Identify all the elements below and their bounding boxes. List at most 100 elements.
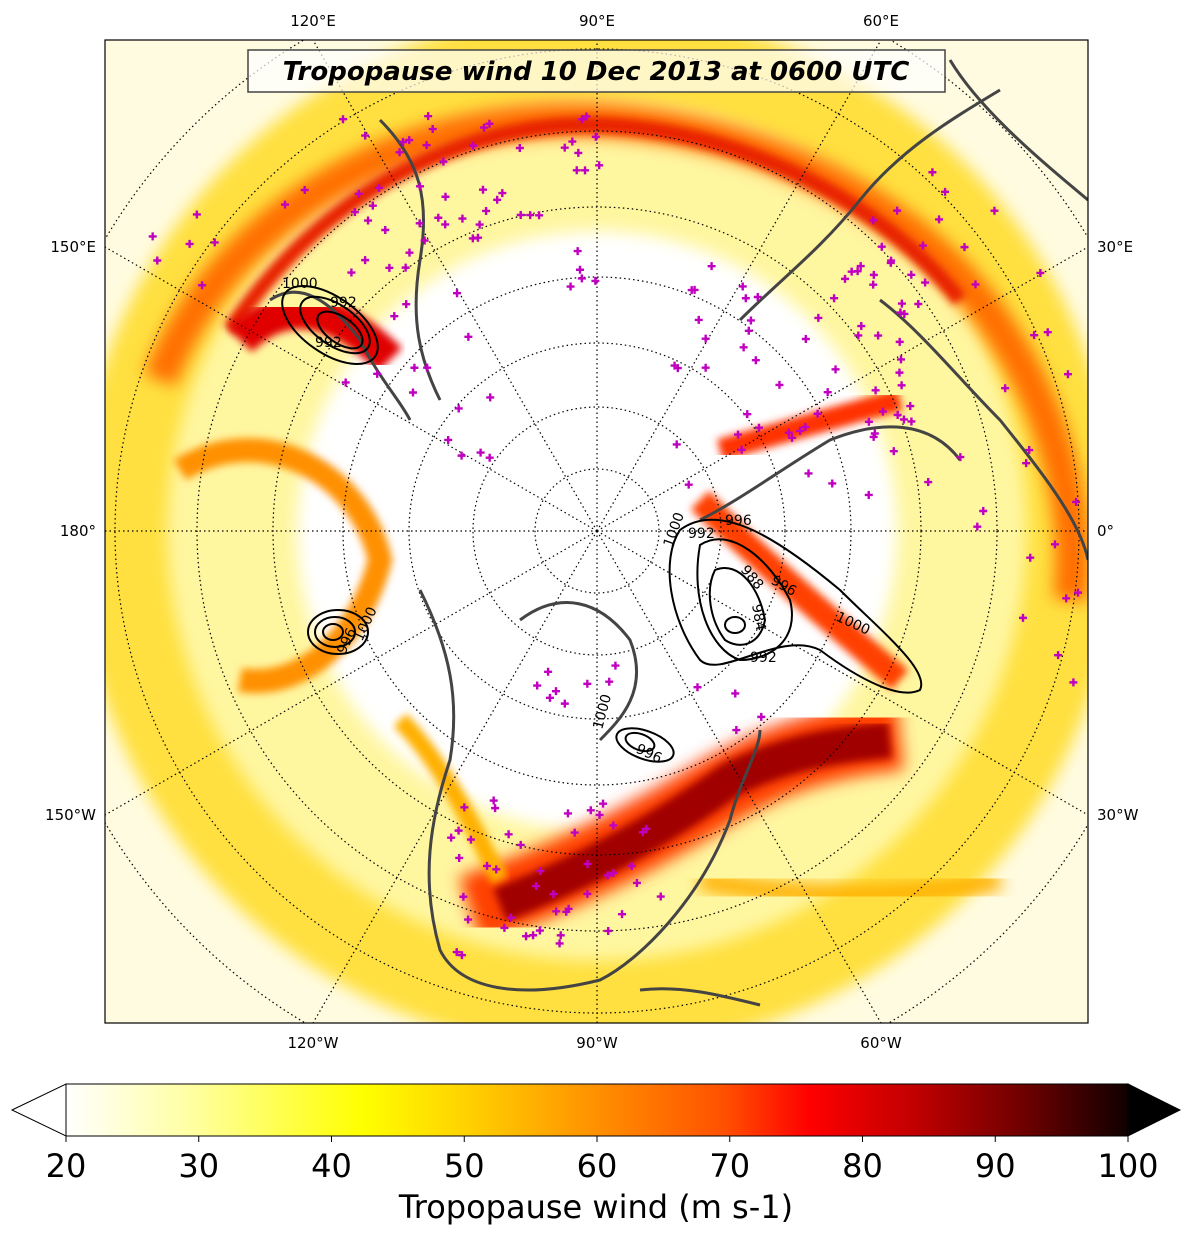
- station-marker: [455, 853, 464, 862]
- colorbar-tick-label: 60: [577, 1147, 618, 1185]
- contour-label: 992: [315, 335, 342, 351]
- station-marker: [535, 926, 544, 935]
- colorbar-tick-label: 70: [709, 1147, 750, 1185]
- station-marker: [746, 316, 755, 325]
- station-marker: [753, 293, 762, 302]
- station-marker: [603, 871, 612, 880]
- station-marker: [1036, 268, 1045, 277]
- station-marker: [694, 315, 703, 324]
- station-marker: [529, 931, 538, 940]
- station-marker: [656, 892, 665, 901]
- station-marker: [535, 211, 544, 220]
- station-marker: [516, 210, 525, 219]
- station-marker: [751, 356, 760, 365]
- station-marker: [583, 679, 592, 688]
- station-marker: [560, 699, 569, 708]
- station-marker: [493, 195, 502, 204]
- station-marker: [350, 208, 359, 217]
- station-marker: [897, 381, 906, 390]
- station-marker: [544, 667, 553, 676]
- station-marker: [990, 206, 999, 215]
- colorbar-gradient: [66, 1084, 1128, 1136]
- station-marker: [424, 112, 433, 121]
- station-marker: [581, 166, 590, 175]
- lon-label-top: 120°E: [290, 12, 336, 30]
- station-marker: [405, 248, 414, 257]
- station-marker: [632, 878, 641, 887]
- station-marker: [687, 286, 696, 295]
- station-marker: [415, 182, 424, 191]
- map-frame: [104, 39, 1089, 1024]
- station-marker: [458, 214, 467, 223]
- station-marker: [420, 236, 429, 245]
- station-marker: [1069, 678, 1078, 687]
- station-marker: [562, 907, 571, 916]
- title-box: Tropopause wind 10 Dec 2013 at 0600 UTC: [247, 49, 946, 93]
- station-marker: [1018, 613, 1027, 622]
- colorbar-tick-label: 20: [46, 1147, 87, 1185]
- station-marker: [453, 289, 462, 298]
- colorbar-extend-min: [10, 1083, 67, 1137]
- station-marker: [1054, 651, 1063, 660]
- station-marker: [423, 363, 432, 372]
- station-marker: [591, 276, 600, 285]
- station-marker: [486, 393, 495, 402]
- station-marker: [935, 215, 944, 224]
- station-marker: [500, 923, 509, 932]
- station-marker: [533, 681, 542, 690]
- station-marker: [973, 522, 982, 531]
- station-marker: [739, 343, 748, 352]
- station-marker: [886, 258, 895, 267]
- station-marker: [871, 386, 880, 395]
- station-marker: [402, 300, 411, 309]
- station-marker: [368, 201, 377, 210]
- station-marker: [280, 200, 289, 209]
- station-marker: [560, 143, 569, 152]
- station-marker: [841, 274, 850, 283]
- station-marker: [701, 334, 710, 343]
- lon-label-left: 150°W: [45, 806, 96, 824]
- lon-label-bottom: 60°W: [860, 1034, 902, 1052]
- station-marker: [563, 809, 572, 818]
- station-marker: [1001, 384, 1010, 393]
- station-marker: [385, 263, 394, 272]
- station-marker: [339, 115, 348, 124]
- station-marker: [804, 469, 813, 478]
- station-marker: [854, 331, 863, 340]
- station-marker: [401, 263, 410, 272]
- station-marker: [869, 280, 878, 289]
- station-marker: [796, 426, 805, 435]
- station-marker: [506, 913, 515, 922]
- station-marker: [586, 806, 595, 815]
- station-marker: [469, 141, 478, 150]
- station-marker: [889, 447, 898, 456]
- station-marker: [979, 506, 988, 515]
- station-marker: [468, 234, 477, 243]
- station-marker: [475, 220, 484, 229]
- station-marker: [956, 453, 965, 462]
- station-marker: [457, 951, 466, 960]
- station-marker: [907, 417, 916, 426]
- station-marker: [192, 210, 201, 219]
- station-marker: [928, 168, 937, 177]
- station-marker: [869, 270, 878, 279]
- station-marker: [555, 939, 564, 948]
- station-marker: [568, 137, 577, 146]
- station-marker: [489, 796, 498, 805]
- station-marker: [480, 123, 489, 132]
- station-marker: [545, 693, 554, 702]
- station-marker: [893, 410, 902, 419]
- lon-label-right: 30°E: [1097, 238, 1133, 256]
- pressure-contours: [281, 284, 923, 763]
- station-marker: [516, 840, 525, 849]
- station-marker: [526, 211, 535, 220]
- station-marker: [573, 247, 582, 256]
- contour-label: 992: [688, 526, 715, 542]
- station-marker: [1063, 370, 1072, 379]
- contour-label: 992: [750, 650, 777, 666]
- longitude-labels: 120°E 90°E 60°E 150°E 180° 150°W 30°E 0°…: [45, 12, 1139, 1052]
- station-marker: [673, 364, 682, 373]
- station-marker: [707, 262, 716, 271]
- station-marker: [390, 312, 399, 321]
- station-marker: [422, 141, 431, 150]
